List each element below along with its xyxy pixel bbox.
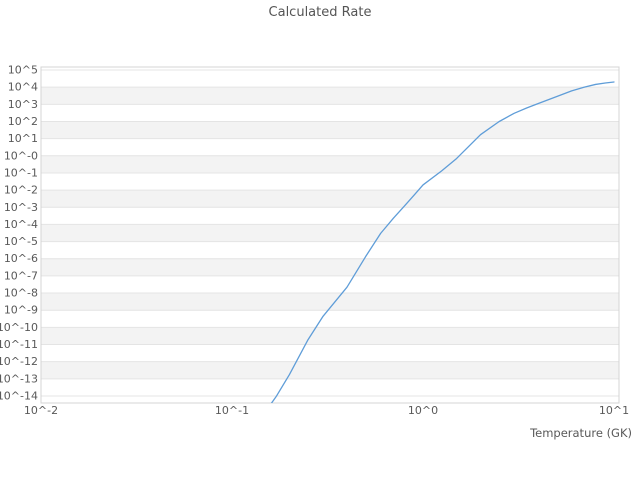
y-tick-label: 10^-13 bbox=[0, 372, 38, 385]
x-tick-label: 10^-2 bbox=[24, 404, 58, 417]
plot-gridlines bbox=[41, 69, 619, 397]
plot-band bbox=[41, 121, 619, 139]
y-tick-label: 10^-5 bbox=[4, 235, 38, 248]
plot-band bbox=[41, 327, 619, 345]
plot-band bbox=[41, 87, 619, 105]
y-tick-label: 10^2 bbox=[8, 115, 38, 128]
y-tick-label: 10^-3 bbox=[4, 201, 38, 214]
y-tick-label: 10^-11 bbox=[0, 338, 38, 351]
plot-band bbox=[41, 224, 619, 242]
x-tick-label: 10^0 bbox=[408, 404, 438, 417]
y-tick-label: 10^-14 bbox=[0, 390, 38, 403]
y-tick-label: 10^-0 bbox=[4, 149, 38, 162]
y-tick-label: 10^4 bbox=[8, 81, 38, 94]
y-tick-label: 10^5 bbox=[8, 64, 38, 77]
y-tick-label: 10^-10 bbox=[0, 321, 38, 334]
y-tick-label: 10^-1 bbox=[4, 166, 38, 179]
y-tick-label: 10^-6 bbox=[4, 252, 38, 265]
y-axis-tick-labels: 10^5 10^4 10^3 10^2 10^1 10^-0 10^-1 10^-2 10^-3… bbox=[0, 64, 38, 403]
rate-curve bbox=[270, 81, 615, 403]
plot-band bbox=[41, 361, 619, 379]
plot-band bbox=[41, 190, 619, 208]
y-tick-label: 10^-12 bbox=[0, 355, 38, 368]
y-tick-label: 10^-9 bbox=[4, 304, 38, 317]
x-axis-tick-labels: 10^-2 10^-1 10^0 10^1 bbox=[24, 404, 629, 417]
plot-band bbox=[41, 155, 619, 173]
plot-bands bbox=[41, 87, 619, 379]
y-tick-label: 10^-4 bbox=[4, 218, 38, 231]
y-tick-label: 10^3 bbox=[8, 98, 38, 111]
x-tick-label: 10^-1 bbox=[215, 404, 249, 417]
y-tick-label: 10^-8 bbox=[4, 287, 38, 300]
plot-band bbox=[41, 293, 619, 311]
chart-title: Calculated Rate bbox=[269, 5, 372, 20]
plot-border bbox=[40, 66, 620, 404]
plot-band bbox=[41, 258, 619, 276]
x-tick-label: 10^1 bbox=[599, 404, 629, 417]
y-tick-label: 10^1 bbox=[8, 132, 38, 145]
y-tick-label: 10^-2 bbox=[4, 184, 38, 197]
y-tick-label: 10^-7 bbox=[4, 269, 38, 282]
x-axis-title: Temperature (GK) bbox=[529, 426, 632, 440]
